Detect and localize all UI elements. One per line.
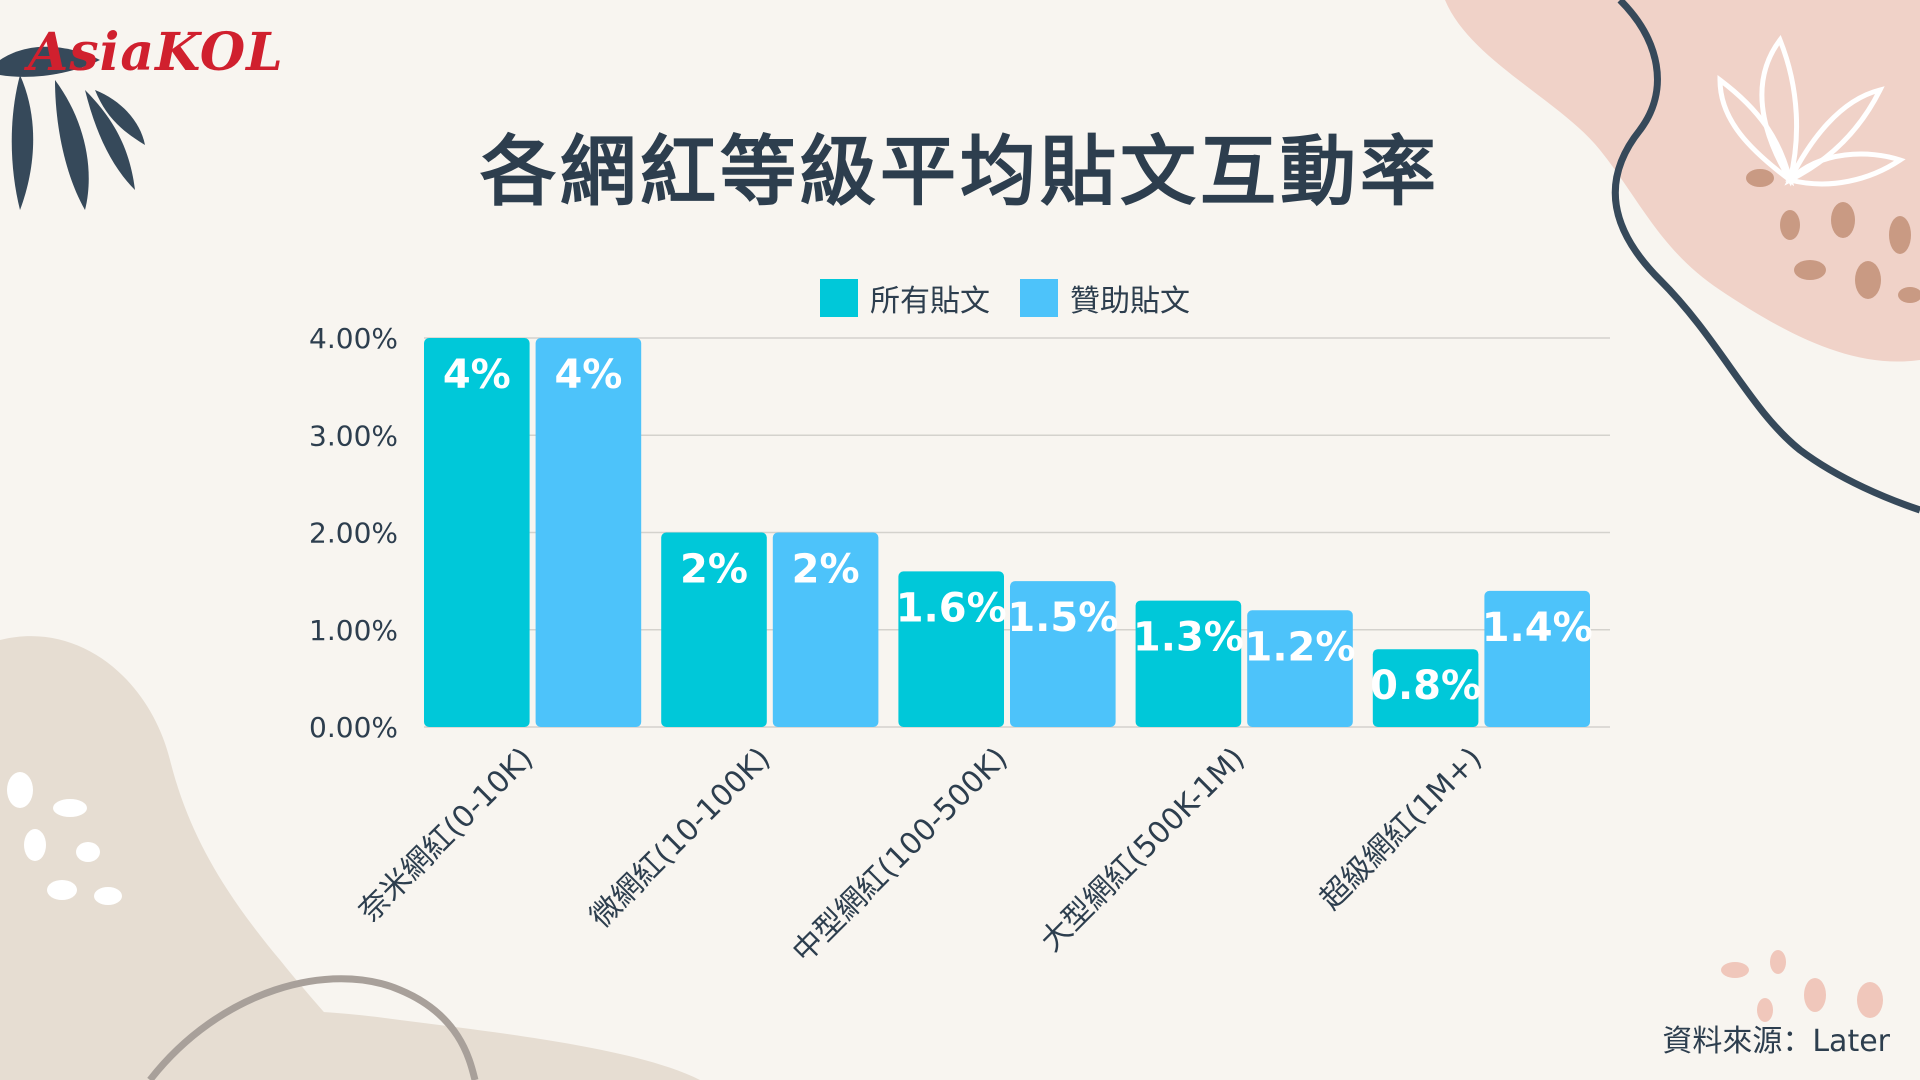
bar xyxy=(1372,649,1479,727)
bar xyxy=(535,338,642,727)
x-tick-label: 微網紅(10-100K) xyxy=(583,741,777,935)
white-leaf-decoration xyxy=(1717,34,1906,187)
y-tick-label: 1.00% xyxy=(309,614,398,647)
x-tick-label: 超級網紅(1M+) xyxy=(1313,741,1489,917)
bar-value-label: 1.4% xyxy=(1482,605,1593,651)
bar-value-label: 2% xyxy=(680,547,748,593)
bar xyxy=(424,338,530,727)
pink-dots-decoration xyxy=(1721,950,1883,1022)
beige-blob-decoration-2 xyxy=(0,1009,700,1080)
bar-value-labels: 4% 4% 2% 2% 1.6% 1.5% 1.3% 1.2% 0.8%1.4% xyxy=(443,352,1593,709)
legend-swatch-all-posts xyxy=(820,279,858,317)
brown-dots-decoration xyxy=(1746,169,1920,303)
bar-value-label: 1.3% xyxy=(1133,615,1244,661)
bars xyxy=(424,338,1590,727)
dark-curve-decoration xyxy=(1611,0,1920,514)
bar-value-label: 1.5% xyxy=(1007,595,1118,641)
x-tick-label: 中型網紅(100-500K) xyxy=(786,741,1015,970)
bar xyxy=(1247,610,1353,727)
y-tick-label: 4.00% xyxy=(309,322,398,355)
legend-label-sponsored-posts: 贊助貼文 xyxy=(1070,284,1190,319)
y-tick-labels: 0.00% 1.00% 2.00% 3.00% 4.00% xyxy=(309,322,398,744)
bar xyxy=(898,571,1004,727)
bar xyxy=(772,532,879,727)
y-tick-label: 2.00% xyxy=(309,517,398,550)
legend-swatch-sponsored-posts xyxy=(1020,279,1058,317)
navy-leaf-decoration xyxy=(0,46,145,210)
x-tick-labels: 奈米網紅(0-10K) 微網紅(10-100K) 中型網紅(100-500K) 大型網… xyxy=(352,741,1489,970)
legend-item-sponsored-posts: 贊助貼文 xyxy=(1020,276,1190,320)
y-tick-label: 0.00% xyxy=(309,711,398,744)
bar-value-label: 1.2% xyxy=(1245,624,1356,670)
bar xyxy=(1010,581,1116,727)
x-tick-label: 奈米網紅(0-10K) xyxy=(352,741,540,929)
white-dots-decoration xyxy=(7,772,122,905)
legend-label-all-posts: 所有貼文 xyxy=(870,284,990,319)
bar xyxy=(1135,600,1242,727)
y-tick-label: 3.00% xyxy=(309,419,398,452)
gray-curve-decoration xyxy=(147,975,479,1080)
legend-item-all-posts: 所有貼文 xyxy=(820,276,990,320)
bar-value-label: 1.6% xyxy=(896,585,1007,631)
beige-blob-decoration xyxy=(0,636,380,1080)
x-tick-label: 大型網紅(500K-1M) xyxy=(1034,741,1252,959)
bar xyxy=(661,532,767,727)
legend: 所有貼文 贊助貼文 xyxy=(820,276,1190,320)
source-note: 資料來源：Later xyxy=(1662,1024,1890,1059)
bar xyxy=(1484,590,1590,727)
bar-value-label: 0.8% xyxy=(1370,663,1481,709)
bar-value-label: 4% xyxy=(443,352,511,398)
bar-value-label: 4% xyxy=(554,352,622,398)
chart-title: 各網紅等級平均貼文互動率 xyxy=(480,127,1440,216)
bar-value-label: 2% xyxy=(792,547,860,593)
brand-logo: AsiaKOL xyxy=(28,22,284,83)
